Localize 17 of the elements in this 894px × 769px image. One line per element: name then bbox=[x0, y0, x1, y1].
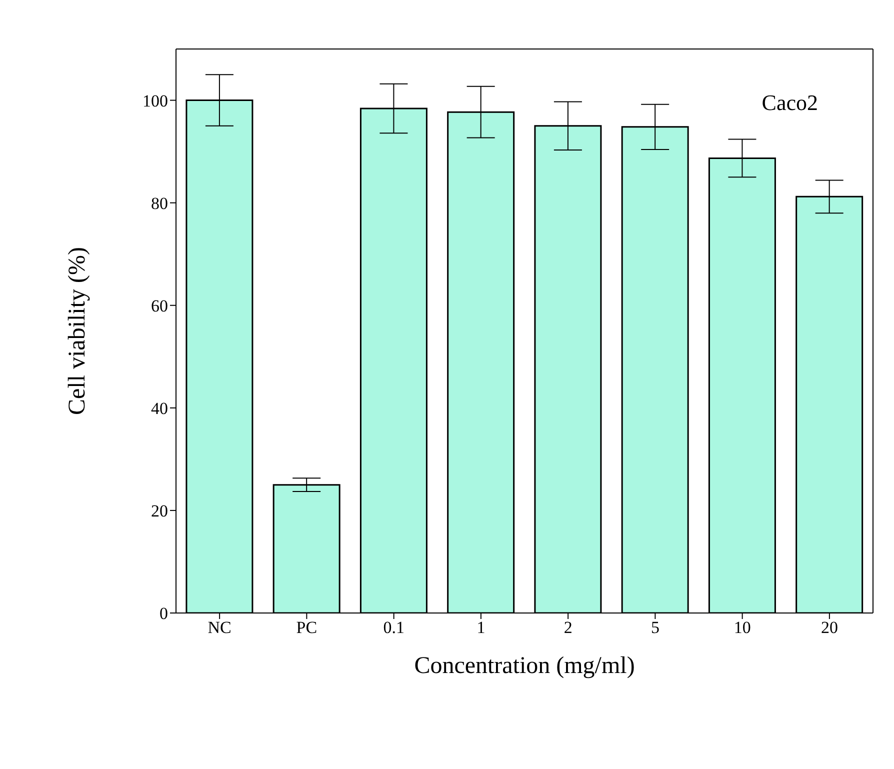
x-tick-label: 2 bbox=[564, 618, 572, 638]
x-tick-label: 1 bbox=[476, 618, 486, 638]
x-tick-label: 20 bbox=[820, 618, 838, 638]
y-tick-label: 20 bbox=[151, 501, 168, 520]
y-tick-label: 100 bbox=[142, 91, 168, 110]
x-tick-label: 5 bbox=[650, 618, 660, 638]
y-tick-label: 80 bbox=[151, 194, 168, 213]
x-axis-title: Concentration (mg/ml) bbox=[414, 653, 635, 679]
y-tick-label: 60 bbox=[151, 296, 168, 316]
annotation: Caco2 bbox=[762, 90, 818, 116]
y-tick-label: 0 bbox=[160, 604, 168, 624]
y-axis-title: Cell viability (%) bbox=[64, 247, 91, 415]
x-tick-label: PC bbox=[296, 618, 318, 638]
x-tick-label: 10 bbox=[734, 618, 751, 638]
y-tick-label: 40 bbox=[151, 398, 168, 418]
x-tick-label: 0.1 bbox=[383, 618, 404, 638]
x-tick-label: NC bbox=[208, 618, 232, 638]
